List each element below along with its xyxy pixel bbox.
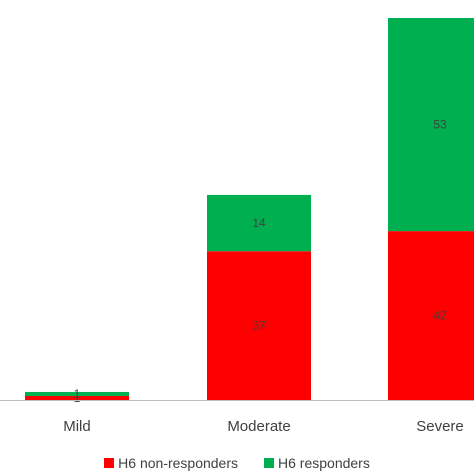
- data-label-mild-series-1: 1: [74, 387, 81, 401]
- x-tick-label-severe: Severe: [416, 418, 464, 435]
- data-label-severe-series-0: 42: [433, 309, 447, 323]
- data-label-moderate-series-0: 37: [252, 319, 266, 333]
- data-label-moderate-series-1: 14: [252, 216, 266, 230]
- data-label-severe-series-1: 53: [433, 118, 447, 132]
- legend-label-responders: H6 responders: [278, 455, 370, 471]
- bar-moderate-series-1: [207, 194, 311, 252]
- x-tick-labels: Mild Moderate Severe: [63, 418, 464, 435]
- legend-item-non-responders: H6 non-responders: [104, 455, 238, 471]
- bar-mild-series-0: [25, 395, 129, 400]
- bar-severe-series-1: [388, 18, 474, 232]
- x-tick-label-mild: Mild: [63, 418, 91, 435]
- legend-label-non-responders: H6 non-responders: [118, 455, 239, 471]
- legend-swatch-responders: [264, 458, 275, 468]
- legend-item-responders: H6 responders: [264, 455, 370, 471]
- legend-swatch-non-responders: [104, 458, 115, 468]
- bar-moderate-series-0: [207, 251, 311, 400]
- x-tick-label-moderate: Moderate: [227, 418, 290, 435]
- legend: H6 non-responders H6 responders: [0, 452, 474, 474]
- data-label-mild-series-0: 1: [74, 391, 81, 405]
- bar-mild-series-1: [25, 391, 129, 396]
- bar-severe-series-0: [388, 231, 474, 400]
- bars-group: 11 37 14 42 53: [25, 18, 474, 405]
